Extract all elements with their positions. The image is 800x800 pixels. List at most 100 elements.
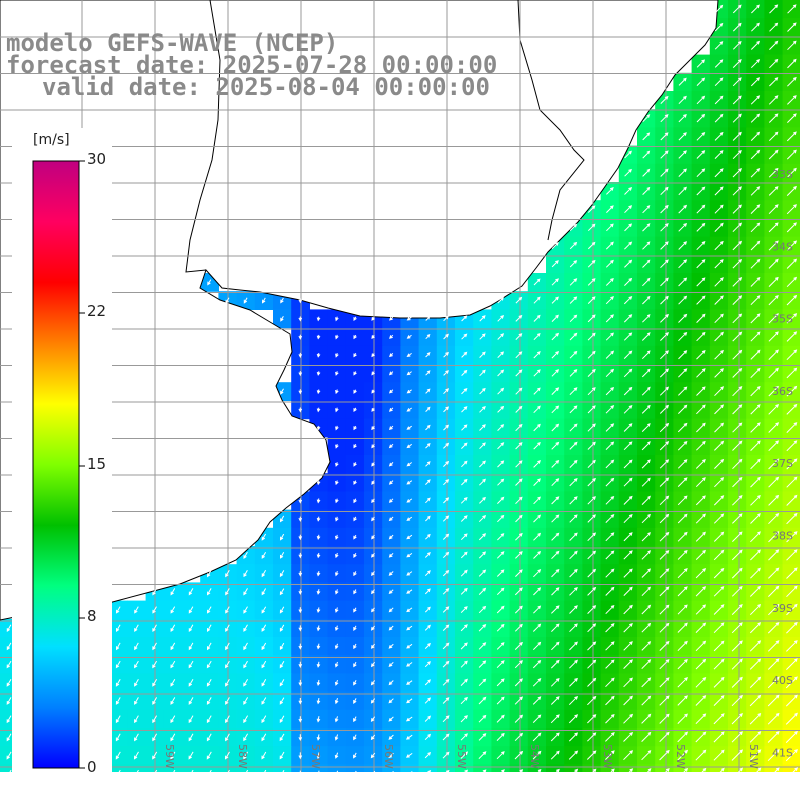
wind-arrow <box>335 352 339 358</box>
wind-arrow <box>425 533 431 540</box>
wind-arrow <box>406 625 413 631</box>
wind-arrow <box>731 694 743 707</box>
forecast-date-title: forecast date: 2025-07-28 00:00:00 <box>6 51 498 79</box>
wind-arrow <box>569 532 578 541</box>
wind-arrow <box>677 440 688 451</box>
wind-arrow <box>713 658 725 670</box>
wind-arrow <box>605 713 615 724</box>
wind-arrow <box>714 41 724 50</box>
wind-arrow <box>623 750 634 761</box>
wind-arrow <box>677 658 688 670</box>
wind-arrow <box>406 407 412 412</box>
wind-arrow <box>406 589 413 594</box>
wind-arrow <box>497 460 505 468</box>
wind-arrow <box>731 567 743 579</box>
wind-arrow <box>714 295 724 305</box>
wind-arrow <box>624 241 633 250</box>
wind-arrow <box>551 568 560 578</box>
wind-arrow <box>659 441 670 451</box>
wind-arrow <box>443 442 450 449</box>
wind-arrow <box>442 515 450 522</box>
wind-arrow <box>370 643 375 649</box>
wind-arrow <box>443 351 449 358</box>
wind-arrow <box>533 569 542 578</box>
wind-arrow <box>732 386 743 397</box>
wind-arrow <box>115 715 121 724</box>
wind-arrow <box>279 733 285 742</box>
wind-arrow <box>533 278 541 286</box>
wind-arrow <box>298 498 303 504</box>
wind-arrow <box>280 388 284 395</box>
wind-arrow <box>605 441 615 450</box>
wind-arrow <box>605 550 615 560</box>
wind-arrow <box>642 205 651 214</box>
wind-arrow <box>406 371 412 376</box>
wind-arrow <box>659 477 670 487</box>
wind-arrow <box>713 731 725 743</box>
wind-arrow <box>515 296 523 304</box>
wind-arrow <box>514 750 524 760</box>
wind-arrow <box>280 315 284 322</box>
wind-arrow <box>551 350 560 359</box>
wind-arrow <box>460 496 468 504</box>
wind-arrow <box>642 314 651 323</box>
wind-arrow <box>353 407 357 413</box>
wind-arrow <box>443 315 449 322</box>
wind-arrow <box>786 585 798 598</box>
wind-arrow <box>714 186 724 196</box>
wind-arrow <box>587 641 597 651</box>
wind-arrow <box>280 297 284 304</box>
wind-arrow <box>533 550 542 559</box>
wind-arrow <box>279 624 285 632</box>
wind-arrow <box>786 512 798 525</box>
wind-arrow <box>406 389 412 394</box>
wind-arrow <box>406 571 413 576</box>
colorbar-tick-15: 15 <box>87 455 107 473</box>
wind-arrow <box>768 494 780 506</box>
wind-arrow <box>768 331 779 342</box>
wind-arrow <box>133 751 139 760</box>
wind-arrow <box>786 440 798 452</box>
wind-arrow <box>279 751 285 760</box>
wind-arrow <box>641 404 651 414</box>
wind-arrow <box>478 678 487 687</box>
wind-arrow <box>533 423 541 432</box>
wind-arrow <box>731 640 743 652</box>
wind-arrow <box>750 367 761 379</box>
wind-arrow <box>316 334 321 340</box>
colorbar-unit: [m/s] <box>33 132 70 148</box>
wind-arrow <box>714 349 724 360</box>
wind-arrow <box>714 259 724 269</box>
wind-arrow <box>551 496 560 505</box>
wind-arrow <box>587 514 596 523</box>
wind-arrow <box>605 459 615 469</box>
wind-arrow <box>460 533 468 541</box>
wind-arrow <box>623 513 633 524</box>
wind-arrow <box>677 549 688 560</box>
wind-arrow <box>406 334 412 339</box>
wind-arrow <box>641 495 651 505</box>
wind-arrow <box>587 695 597 706</box>
wind-arrow <box>353 680 357 686</box>
wind-arrow <box>642 277 651 287</box>
wind-arrow <box>642 295 651 305</box>
wind-arrow <box>243 679 249 687</box>
wind-arrow <box>569 387 578 396</box>
wind-arrow <box>533 387 541 395</box>
wind-arrow <box>750 240 761 251</box>
wind-arrow <box>642 114 651 123</box>
wind-arrow <box>243 570 248 578</box>
wind-arrow <box>370 680 376 686</box>
wind-arrow <box>298 371 303 377</box>
wind-arrow <box>371 607 375 613</box>
wind-arrow <box>424 624 431 631</box>
wind-arrow <box>353 389 357 394</box>
wind-arrow <box>371 353 375 358</box>
wind-arrow <box>659 586 670 597</box>
wind-arrow <box>569 241 578 250</box>
wind-arrow <box>678 404 688 414</box>
wind-arrow <box>659 677 670 688</box>
wind-arrow <box>188 751 194 760</box>
wind-arrow <box>786 313 798 324</box>
wind-arrow <box>569 514 578 523</box>
